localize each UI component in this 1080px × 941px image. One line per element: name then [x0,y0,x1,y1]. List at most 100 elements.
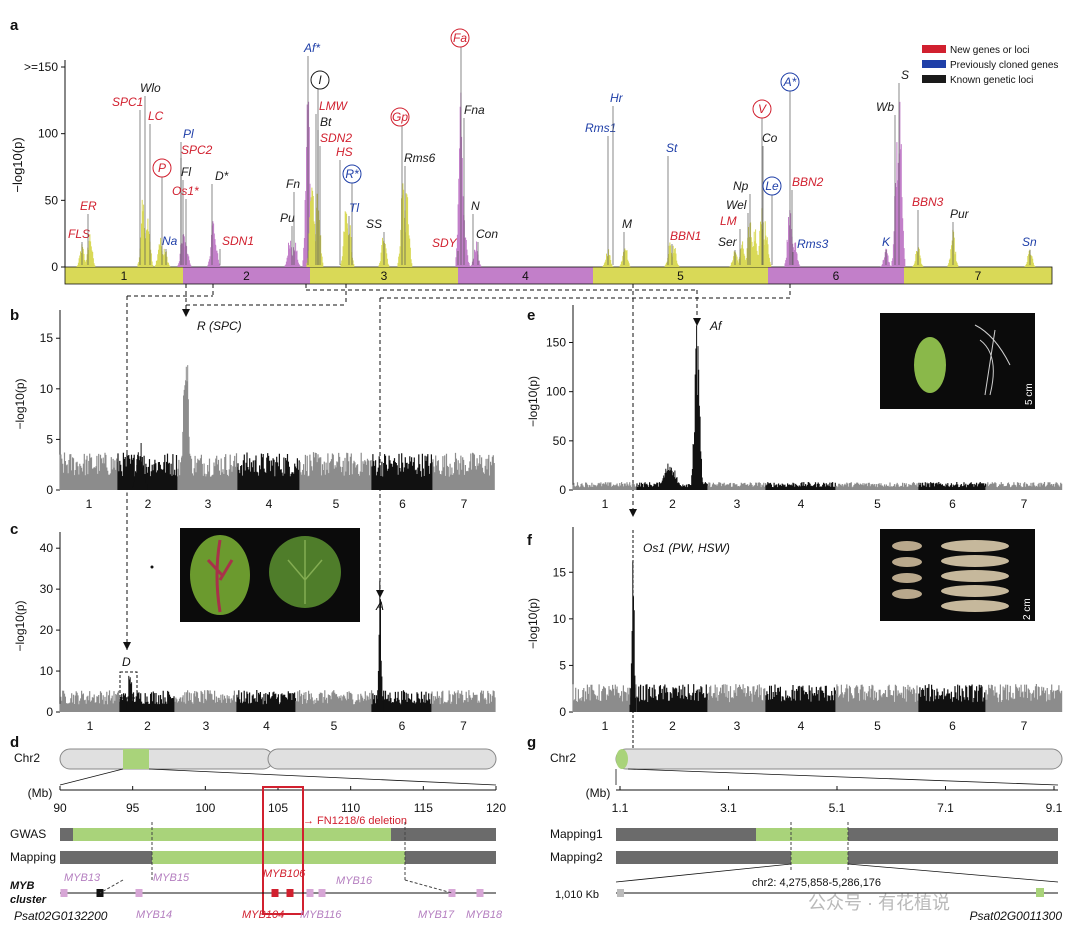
peak [376,580,384,712]
chromosome-label: 3 [203,719,210,733]
manhattan-b: 0 5 10 15 −log10(p) 1 2 3 4 5 6 7 [13,310,495,511]
peak-cluster [619,248,631,267]
peak [125,675,135,712]
legend-swatch [922,60,946,68]
locus-label: Ser [718,235,738,249]
locus-label: SPC1 [112,95,143,109]
peak [690,325,704,490]
tendril-shape [974,324,1011,396]
scale-unit: (Mb) [28,786,53,800]
peak-arrow [376,590,384,598]
link-line [99,879,124,894]
chromosome-label: 7 [1021,719,1028,733]
scale-label: 105 [268,801,288,815]
zoom-line [847,863,1059,883]
y-tick-label: 100 [546,385,566,399]
chromosome-label: 1 [121,269,128,283]
pod-shape [892,573,922,583]
chromosome-highlight [123,749,149,769]
peak-cluster [880,248,892,267]
locus-circle [310,70,330,90]
chromosome-label: 2 [669,497,676,511]
chromosome-label: 2 [243,269,250,283]
chromosome-arm [615,748,1063,770]
leaf-vein [206,539,234,613]
chromosome-points [295,690,373,712]
chromosome-points [174,690,237,712]
locus-label: Wel [726,198,747,212]
chromosome-label: 6 [399,719,406,733]
y-tick-label: 15 [553,565,567,579]
leaf-photo-e [880,313,1035,409]
highlight-box [119,671,138,699]
locus-label: R* [345,167,359,181]
chromosome-points [572,482,638,490]
gene-label: MYB116 [300,909,342,921]
chromosome-label: 3 [205,497,212,511]
chromosome-points [432,452,495,490]
peak-cluster [947,229,959,267]
locus-label: Fa [453,31,467,45]
chromosome-label: 5 [677,269,684,283]
locus-label: Fn [286,177,300,191]
chromosome-label: 6 [399,497,406,511]
chromosome-label: 4 [266,497,273,511]
chromosome-points [707,684,767,712]
deletion-box [262,786,304,915]
panel-letter-c: c [10,521,18,538]
peak-cluster [470,241,482,267]
scale-text: 2 cm [1022,598,1033,620]
locus-label: SS [366,217,382,231]
legend-label: Previously cloned genes [950,60,1058,71]
chromosome-points [707,482,767,490]
locus-label: Co [762,131,778,145]
scale-label: 100 [195,801,215,815]
y-tick-label: 10 [553,612,567,626]
y-tick-label: 5 [46,432,53,446]
gene-id: Psat02G0132200 [14,909,108,923]
chromosome-label: 5 [874,719,881,733]
row-label: Mapping [10,850,56,864]
y-axis-label: −log10(p) [526,376,540,427]
locus-label: D* [215,169,229,183]
scale-label: 5.1 [829,801,846,815]
peak-cluster [378,237,390,267]
locus-label: Le [765,179,779,193]
locus-label: Rms3 [797,237,829,251]
legend: New genes or loci Previously cloned genes… [922,45,1058,86]
y-tick-label: 10 [40,664,54,678]
chromosome-label: 2 [669,719,676,733]
gene-marker [1036,888,1044,897]
chromosome-points [59,690,120,712]
locus-label: SDN2 [320,131,352,145]
panel-letter-b: b [10,307,19,324]
y-tick-label: 30 [40,582,54,596]
gene-label: MYB104 [242,909,284,921]
chromosome-points [371,453,433,490]
peak-label-a: A [375,599,384,613]
outlier-point [150,565,154,569]
pod-photo [880,529,1035,621]
chromosome-points [985,482,1063,490]
locus-label: N [471,199,480,213]
locus-label: A* [783,75,797,89]
locus-label: Os1* [172,184,199,198]
peak-cluster [401,193,413,267]
locus-label: Pu [280,211,295,225]
locus-label: LM [720,214,737,228]
chromosome-label: 7 [975,269,982,283]
chromosome-label: 3 [734,719,741,733]
link-line [404,879,453,894]
peak-label-d: D [122,655,131,669]
chromosome-points [835,482,920,490]
chromosome-points [985,684,1063,712]
gene-label: MYB14 [136,909,172,921]
locus-label: Con [476,227,498,241]
row-label: Mapping2 [550,850,603,864]
chromosome-points [918,684,987,712]
chromosome-label: 1 [86,497,93,511]
chromosome-arm [59,748,274,770]
gene-marker [318,889,326,897]
y-tick-label: 15 [40,331,54,345]
